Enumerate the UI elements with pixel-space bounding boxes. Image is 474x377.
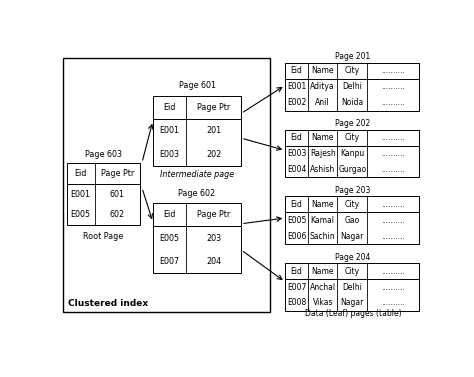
Text: Eid: Eid xyxy=(291,200,302,209)
Text: City: City xyxy=(345,267,360,276)
Text: Page 202: Page 202 xyxy=(335,119,370,128)
Text: Delhi: Delhi xyxy=(342,82,362,91)
Text: Kamal: Kamal xyxy=(311,216,335,225)
Text: ..........: .......... xyxy=(381,133,405,142)
Text: E007: E007 xyxy=(287,282,306,291)
Text: Page 601: Page 601 xyxy=(179,81,216,90)
Text: E002: E002 xyxy=(287,98,306,107)
Bar xyxy=(66,163,140,225)
Text: E006: E006 xyxy=(287,231,306,241)
Text: E001: E001 xyxy=(160,126,180,135)
Text: Sachin: Sachin xyxy=(310,231,336,241)
Text: Page 204: Page 204 xyxy=(335,253,370,262)
Text: Eid: Eid xyxy=(291,66,302,75)
Text: Eid: Eid xyxy=(291,133,302,142)
Text: Anchal: Anchal xyxy=(310,282,336,291)
Bar xyxy=(63,58,271,312)
Text: Kanpu: Kanpu xyxy=(340,149,365,158)
Text: Eid: Eid xyxy=(164,210,176,219)
Text: E003: E003 xyxy=(160,150,180,158)
Text: City: City xyxy=(345,200,360,209)
Text: Root Page: Root Page xyxy=(83,233,123,242)
Text: Ashish: Ashish xyxy=(310,165,335,174)
Text: Delhi: Delhi xyxy=(342,282,362,291)
Text: Name: Name xyxy=(311,200,334,209)
Text: E007: E007 xyxy=(160,257,180,266)
Text: 203: 203 xyxy=(206,233,221,242)
Text: Eid: Eid xyxy=(291,267,302,276)
Text: ..........: .......... xyxy=(381,231,405,241)
Text: Eid: Eid xyxy=(164,103,176,112)
Text: Intermediate page: Intermediate page xyxy=(160,170,234,179)
Text: 602: 602 xyxy=(109,210,125,219)
Bar xyxy=(285,63,419,110)
Text: 601: 601 xyxy=(110,190,125,199)
Text: Nagar: Nagar xyxy=(340,231,364,241)
Text: Name: Name xyxy=(311,66,334,75)
Text: Gurgao: Gurgao xyxy=(338,165,366,174)
Text: Page Ptr: Page Ptr xyxy=(197,210,230,219)
Text: E005: E005 xyxy=(160,233,180,242)
Text: Name: Name xyxy=(311,133,334,142)
Text: Page 603: Page 603 xyxy=(85,150,122,159)
Text: ..........: .......... xyxy=(381,66,405,75)
Text: ..........: .......... xyxy=(381,82,405,91)
Text: ..........: .......... xyxy=(381,299,405,307)
Text: City: City xyxy=(345,66,360,75)
Text: Vikas: Vikas xyxy=(312,299,333,307)
Text: Data (Leaf) pages (table): Data (Leaf) pages (table) xyxy=(305,309,401,318)
Text: E001: E001 xyxy=(71,190,91,199)
Text: E005: E005 xyxy=(287,216,306,225)
Text: E001: E001 xyxy=(287,82,306,91)
Text: E003: E003 xyxy=(287,149,306,158)
Text: ..........: .......... xyxy=(381,98,405,107)
Text: E005: E005 xyxy=(71,210,91,219)
Text: ..........: .......... xyxy=(381,282,405,291)
Text: Page 602: Page 602 xyxy=(178,188,216,198)
Bar xyxy=(153,95,241,166)
Text: Aditya: Aditya xyxy=(310,82,335,91)
Text: Name: Name xyxy=(311,267,334,276)
Text: Nagar: Nagar xyxy=(340,299,364,307)
Text: Gao: Gao xyxy=(345,216,360,225)
Text: E004: E004 xyxy=(287,165,306,174)
Text: Clustered index: Clustered index xyxy=(68,299,148,308)
Text: ..........: .......... xyxy=(381,149,405,158)
Text: Rajesh: Rajesh xyxy=(310,149,336,158)
Text: City: City xyxy=(345,133,360,142)
Bar xyxy=(285,263,419,311)
Text: 201: 201 xyxy=(206,126,221,135)
Text: Page 203: Page 203 xyxy=(335,186,370,195)
Text: ..........: .......... xyxy=(381,165,405,174)
Bar xyxy=(285,130,419,177)
Text: 202: 202 xyxy=(206,150,221,158)
Text: ..........: .......... xyxy=(381,216,405,225)
Bar xyxy=(153,203,241,273)
Text: Page Ptr: Page Ptr xyxy=(100,169,134,178)
Text: Page Ptr: Page Ptr xyxy=(197,103,230,112)
Text: 204: 204 xyxy=(206,257,221,266)
Text: ..........: .......... xyxy=(381,267,405,276)
Text: Eid: Eid xyxy=(74,169,87,178)
Bar xyxy=(285,196,419,244)
Text: Noida: Noida xyxy=(341,98,364,107)
Text: E008: E008 xyxy=(287,299,306,307)
Text: ..........: .......... xyxy=(381,200,405,209)
Text: Anil: Anil xyxy=(315,98,330,107)
Text: Page 201: Page 201 xyxy=(335,52,370,61)
